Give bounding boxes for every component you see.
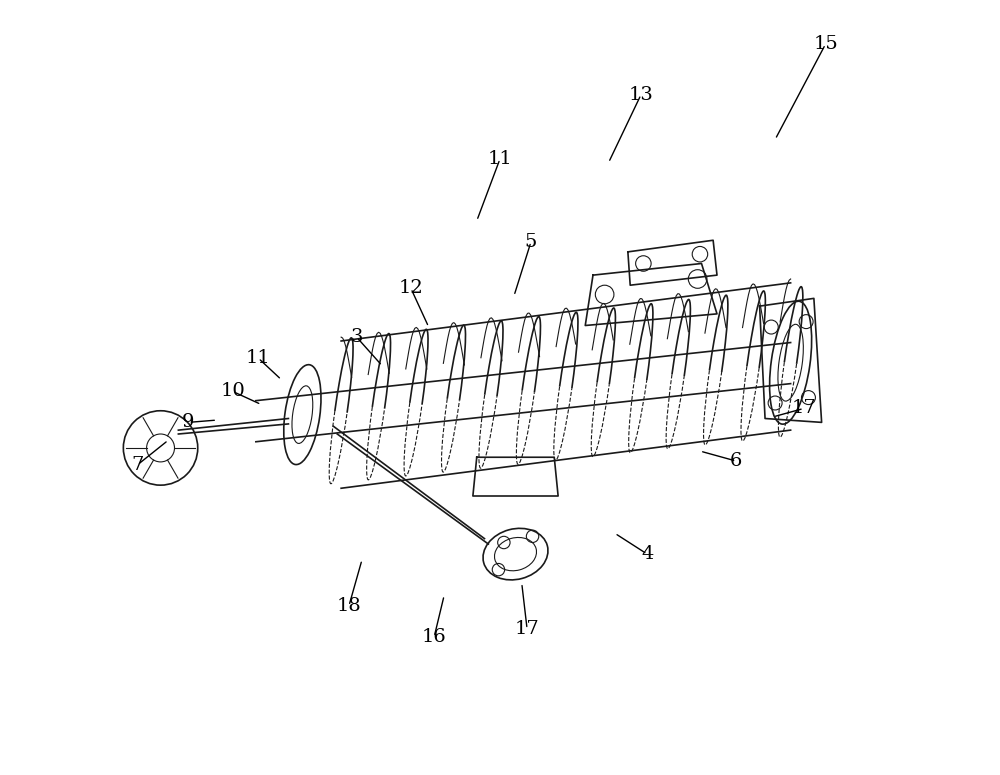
Text: 9: 9 [182,413,195,432]
Text: 10: 10 [220,382,245,401]
Text: 5: 5 [525,232,537,251]
Text: 11: 11 [488,150,512,168]
Text: 13: 13 [629,85,653,104]
Text: 15: 15 [813,35,838,53]
Text: 11: 11 [246,349,271,367]
Text: 12: 12 [398,279,423,298]
Text: 17: 17 [791,399,816,418]
Text: 7: 7 [131,456,143,474]
Text: 17: 17 [515,620,540,639]
Text: 16: 16 [422,628,446,646]
Text: 6: 6 [730,452,743,470]
Text: 4: 4 [641,545,653,563]
Text: 3: 3 [350,328,363,346]
Text: 18: 18 [336,597,361,615]
